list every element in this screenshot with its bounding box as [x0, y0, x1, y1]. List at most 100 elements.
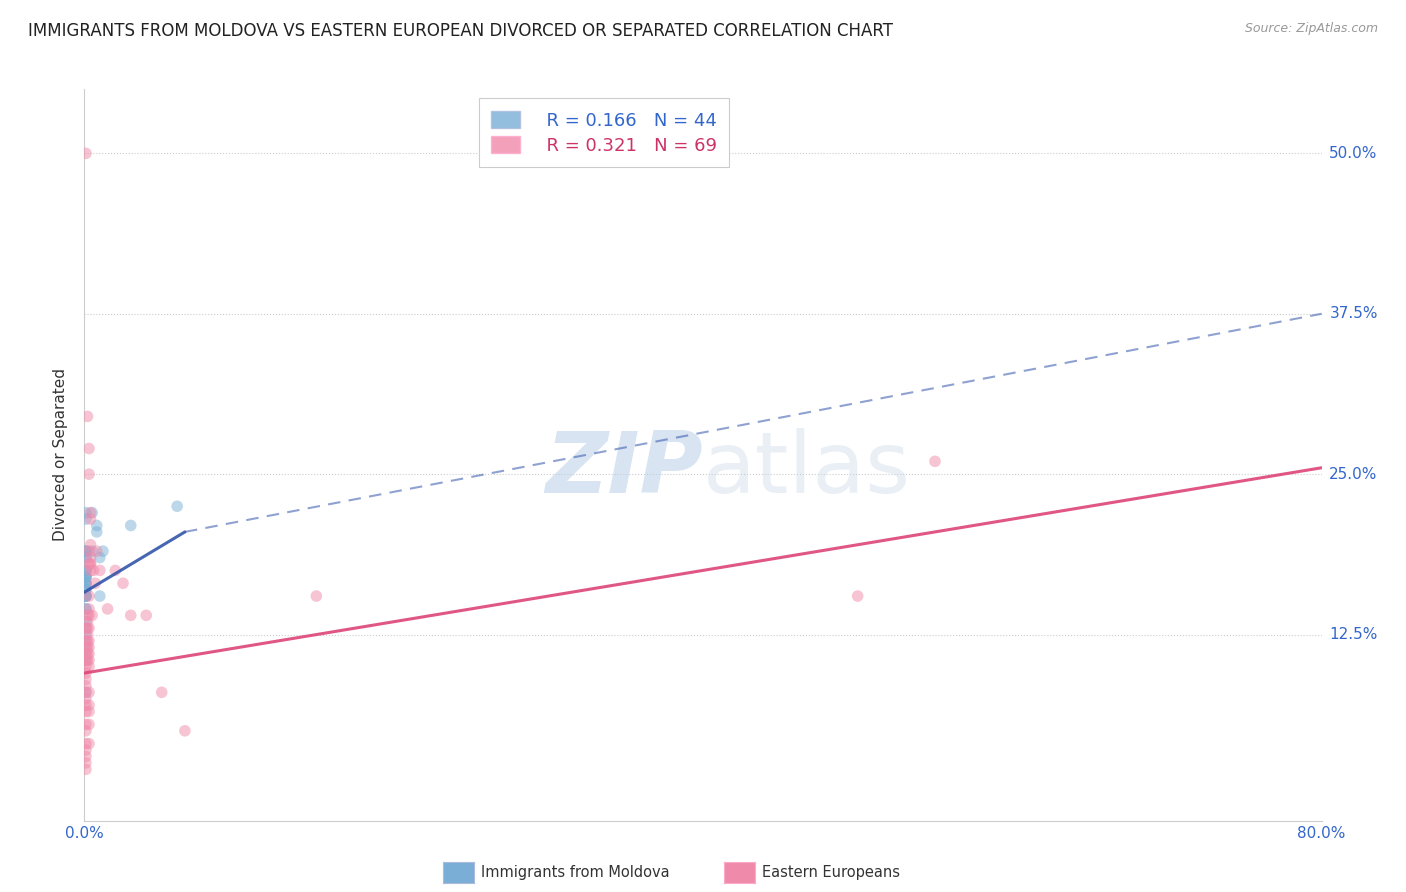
- Point: [75, 589, 97, 603]
- Point: [75, 576, 97, 591]
- Point: [84, 576, 107, 591]
- Text: 50.0%: 50.0%: [1329, 146, 1378, 161]
- Point: [75, 762, 97, 776]
- Point: [75, 544, 97, 558]
- Point: [75, 653, 97, 667]
- Point: [77, 442, 100, 456]
- Legend:   R = 0.166   N = 44,   R = 0.321   N = 69: R = 0.166 N = 44, R = 0.321 N = 69: [478, 98, 730, 168]
- Point: [75, 723, 97, 738]
- Point: [77, 685, 100, 699]
- Point: [75, 627, 97, 641]
- Point: [75, 647, 97, 661]
- Text: Eastern Europeans: Eastern Europeans: [762, 865, 900, 880]
- Point: [75, 685, 97, 699]
- Point: [79, 538, 101, 552]
- Point: [75, 570, 97, 584]
- Text: Source: ZipAtlas.com: Source: ZipAtlas.com: [1244, 22, 1378, 36]
- Point: [75, 576, 97, 591]
- Point: [79, 563, 101, 577]
- Text: 12.5%: 12.5%: [1329, 627, 1378, 642]
- Point: [75, 647, 97, 661]
- Point: [120, 518, 142, 533]
- Point: [77, 544, 100, 558]
- Point: [76, 640, 98, 655]
- Point: [77, 647, 100, 661]
- Point: [75, 576, 97, 591]
- Point: [75, 602, 97, 616]
- Point: [83, 563, 105, 577]
- Point: [75, 659, 97, 673]
- Point: [82, 544, 104, 558]
- Point: [75, 563, 97, 577]
- Point: [76, 627, 98, 641]
- Point: [89, 550, 111, 565]
- Point: [77, 653, 100, 667]
- Point: [75, 544, 97, 558]
- Point: [76, 653, 98, 667]
- Point: [150, 685, 173, 699]
- Y-axis label: Divorced or Separated: Divorced or Separated: [53, 368, 69, 541]
- Point: [846, 589, 869, 603]
- Point: [75, 506, 97, 520]
- Point: [79, 506, 101, 520]
- Point: [76, 409, 98, 424]
- Point: [77, 640, 100, 655]
- Point: [75, 666, 97, 681]
- Point: [75, 743, 97, 757]
- Point: [77, 602, 100, 616]
- Point: [75, 589, 97, 603]
- Point: [75, 691, 97, 706]
- Point: [76, 615, 98, 629]
- Point: [75, 570, 97, 584]
- Point: [75, 749, 97, 764]
- Point: [82, 506, 104, 520]
- Point: [77, 717, 100, 731]
- Point: [76, 634, 98, 648]
- Point: [75, 621, 97, 635]
- Point: [86, 544, 108, 558]
- Point: [75, 563, 97, 577]
- Point: [75, 563, 97, 577]
- Point: [76, 647, 98, 661]
- Point: [75, 717, 97, 731]
- Point: [75, 582, 97, 597]
- Point: [75, 705, 97, 719]
- Point: [104, 563, 127, 577]
- Point: [77, 608, 100, 623]
- Point: [305, 589, 328, 603]
- Point: [96, 602, 118, 616]
- Point: [76, 608, 98, 623]
- Text: IMMIGRANTS FROM MOLDOVA VS EASTERN EUROPEAN DIVORCED OR SEPARATED CORRELATION CH: IMMIGRANTS FROM MOLDOVA VS EASTERN EUROP…: [28, 22, 893, 40]
- Point: [75, 589, 97, 603]
- Point: [77, 557, 100, 571]
- Point: [79, 550, 101, 565]
- Point: [76, 621, 98, 635]
- Point: [75, 602, 97, 616]
- Text: atlas: atlas: [703, 428, 911, 511]
- Point: [174, 723, 197, 738]
- Point: [75, 512, 97, 526]
- Point: [924, 454, 946, 468]
- Point: [77, 634, 100, 648]
- Point: [75, 634, 97, 648]
- Point: [75, 146, 97, 161]
- Point: [75, 698, 97, 713]
- Point: [77, 705, 100, 719]
- Point: [75, 589, 97, 603]
- Point: [75, 621, 97, 635]
- Point: [75, 640, 97, 655]
- Point: [75, 589, 97, 603]
- Point: [166, 500, 188, 514]
- Point: [75, 685, 97, 699]
- Text: ZIP: ZIP: [546, 428, 703, 511]
- Point: [91, 544, 114, 558]
- Point: [75, 550, 97, 565]
- Point: [77, 467, 100, 482]
- Point: [120, 608, 142, 623]
- Point: [79, 557, 101, 571]
- Point: [75, 582, 97, 597]
- Text: Immigrants from Moldova: Immigrants from Moldova: [481, 865, 669, 880]
- Point: [75, 544, 97, 558]
- Point: [75, 653, 97, 667]
- Point: [82, 608, 104, 623]
